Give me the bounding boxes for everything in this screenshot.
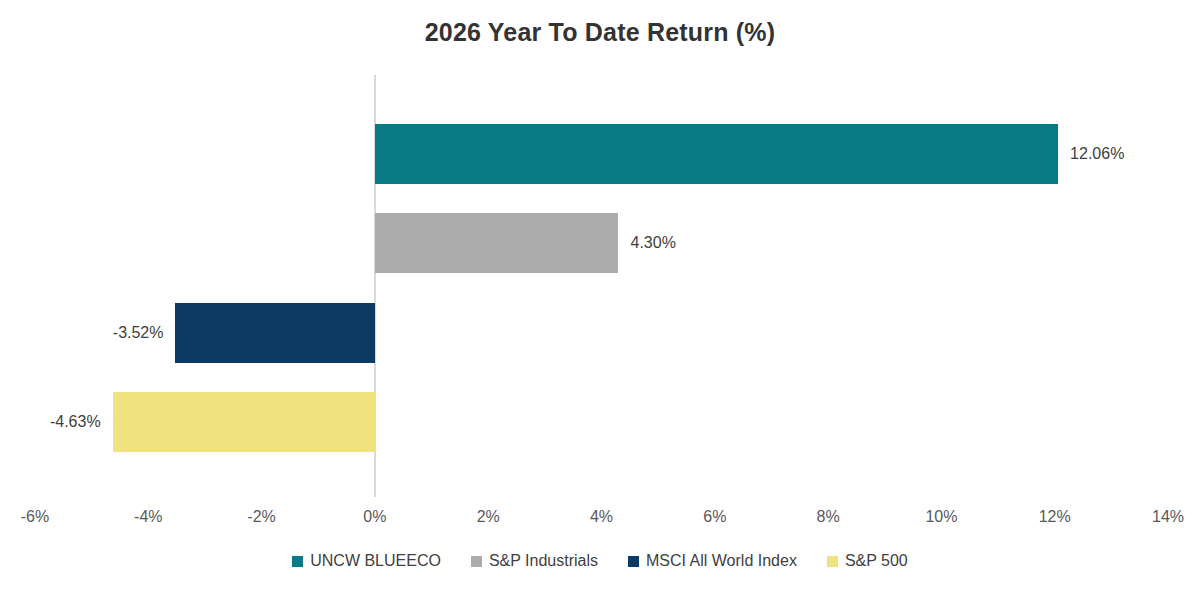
x-axis: -6% -4% -2% 0% 2% 4% 6% 8% 10% 12% 14% (0, 508, 1200, 534)
legend-label: S&P 500 (845, 552, 908, 570)
bar-msci-all-world-index (175, 303, 374, 363)
x-tick-label: -2% (247, 508, 275, 526)
legend-item: UNCW BLUEECO (292, 552, 441, 570)
x-tick-label: 8% (817, 508, 840, 526)
x-tick-label: 0% (363, 508, 386, 526)
legend-swatch-icon (471, 556, 482, 567)
bar-value-label: -4.63% (50, 392, 101, 452)
bar-value-label: 12.06% (1070, 124, 1124, 184)
bar-value-label: 4.30% (630, 213, 675, 273)
x-tick-label: -4% (134, 508, 162, 526)
x-tick-label: 10% (925, 508, 957, 526)
legend-swatch-icon (628, 556, 639, 567)
x-tick-label: -6% (21, 508, 49, 526)
x-tick-label: 12% (1039, 508, 1071, 526)
legend-label: MSCI All World Index (646, 552, 797, 570)
x-tick-label: 4% (590, 508, 613, 526)
legend-item: S&P 500 (827, 552, 908, 570)
legend: UNCW BLUEECO S&P Industrials MSCI All Worl… (0, 552, 1200, 570)
legend-item: S&P Industrials (471, 552, 598, 570)
bar-s-p-industrials (375, 213, 619, 273)
bar-uncw-blueeco (375, 124, 1058, 184)
legend-label: S&P Industrials (489, 552, 598, 570)
legend-swatch-icon (292, 556, 303, 567)
bar-value-label: -3.52% (113, 303, 164, 363)
chart-title: 2026 Year To Date Return (%) (0, 18, 1200, 47)
x-tick-label: 14% (1152, 508, 1184, 526)
plot-area: 12.06% 4.30% -3.52%-4.63% (0, 75, 1200, 497)
bar-s-p-500 (113, 392, 375, 452)
x-tick-label: 2% (477, 508, 500, 526)
legend-label: UNCW BLUEECO (310, 552, 441, 570)
x-tick-label: 6% (703, 508, 726, 526)
legend-swatch-icon (827, 556, 838, 567)
chart-container: 2026 Year To Date Return (%) 12.06% 4.30%… (0, 0, 1200, 589)
legend-item: MSCI All World Index (628, 552, 797, 570)
